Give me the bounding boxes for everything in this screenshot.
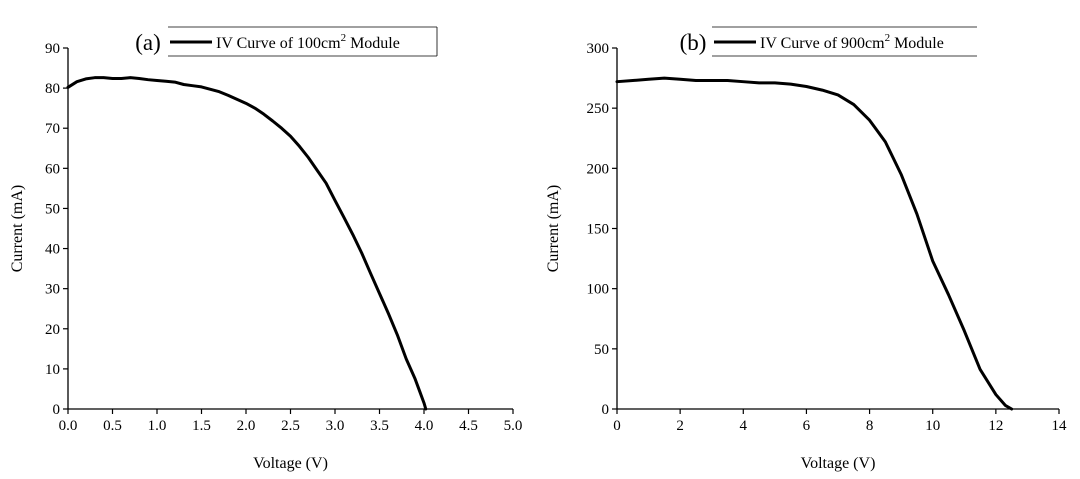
- y-tick-label: 40: [45, 242, 60, 258]
- legend: IV Curve of 900cm2 Module: [712, 26, 977, 57]
- chart-panel-a: 0 10 20 30 40 50 60 70 80 90 0.0 0.5 1.0 1.5 2.0 2.5 3.0…: [9, 26, 523, 472]
- y-tick-label: 0: [602, 402, 610, 418]
- y-tick-label: 60: [45, 161, 60, 177]
- x-tick-label: 1.0: [148, 418, 167, 434]
- panel-label: (a): [135, 30, 161, 55]
- y-tick-label: 250: [587, 101, 610, 117]
- x-tick-label: 2: [676, 418, 684, 434]
- y-tick-label: 200: [587, 161, 610, 177]
- legend-label-main: IV Curve of 900cm: [760, 35, 885, 52]
- y-tick-label: 30: [45, 282, 60, 298]
- y-tick-label: 70: [45, 121, 60, 137]
- x-axis-title: Voltage (V): [801, 455, 876, 472]
- x-tick-label: 4.5: [459, 418, 478, 434]
- legend-label-suffix: Module: [346, 35, 400, 52]
- y-tick-label: 50: [45, 201, 60, 217]
- legend-label-suffix: Module: [890, 35, 944, 52]
- legend-label: IV Curve of 100cm2 Module: [216, 32, 400, 52]
- x-tick-label: 4.0: [415, 418, 434, 434]
- y-axis-title: Current (mA): [9, 185, 26, 273]
- legend: IV Curve of 100cm2 Module: [168, 26, 438, 57]
- x-tick-label: 10: [925, 418, 940, 434]
- x-tick-label: 8: [866, 418, 874, 434]
- y-tick-label: 10: [45, 362, 60, 378]
- y-tick-label: 90: [45, 41, 60, 57]
- x-tick-label: 0: [613, 418, 621, 434]
- iv-curve-line: [66, 76, 428, 411]
- chart-panel-b: 0 50 100 150 200 250 300 0 2 4 6 8 10 12 14 Voltage (V)…: [545, 26, 1068, 472]
- x-axis-title: Voltage (V): [253, 455, 328, 472]
- x-tick-label: 2.5: [281, 418, 300, 434]
- y-tick-label: 20: [45, 322, 60, 338]
- x-tick-label: 12: [988, 418, 1003, 434]
- y-axis-title: Current (mA): [545, 185, 562, 273]
- x-tick-label: 0.0: [59, 418, 78, 434]
- x-tick-label: 1.5: [192, 418, 211, 434]
- y-tick-label: 300: [587, 41, 610, 57]
- iv-curve-line: [615, 76, 1014, 411]
- x-tick-label: 3.0: [326, 418, 345, 434]
- x-tick-label: 2.0: [237, 418, 256, 434]
- x-tick-label: 4: [740, 418, 748, 434]
- legend-label-main: IV Curve of 100cm: [216, 35, 341, 52]
- legend-label: IV Curve of 900cm2 Module: [760, 32, 944, 52]
- x-tick-label: 3.5: [370, 418, 389, 434]
- panel-label: (b): [680, 30, 707, 55]
- y-tick-label: 100: [587, 282, 610, 298]
- x-tick-label: 6: [803, 418, 811, 434]
- y-tick-label: 150: [587, 222, 610, 238]
- x-tick-label: 5.0: [504, 418, 523, 434]
- y-tick-label: 80: [45, 81, 60, 97]
- x-tick-label: 14: [1052, 418, 1068, 434]
- legend-label-superscript: 2: [885, 32, 891, 44]
- y-tick-label: 0: [53, 402, 61, 418]
- y-tick-label: 50: [594, 342, 609, 358]
- x-tick-label: 0.5: [103, 418, 122, 434]
- legend-label-superscript: 2: [341, 32, 347, 44]
